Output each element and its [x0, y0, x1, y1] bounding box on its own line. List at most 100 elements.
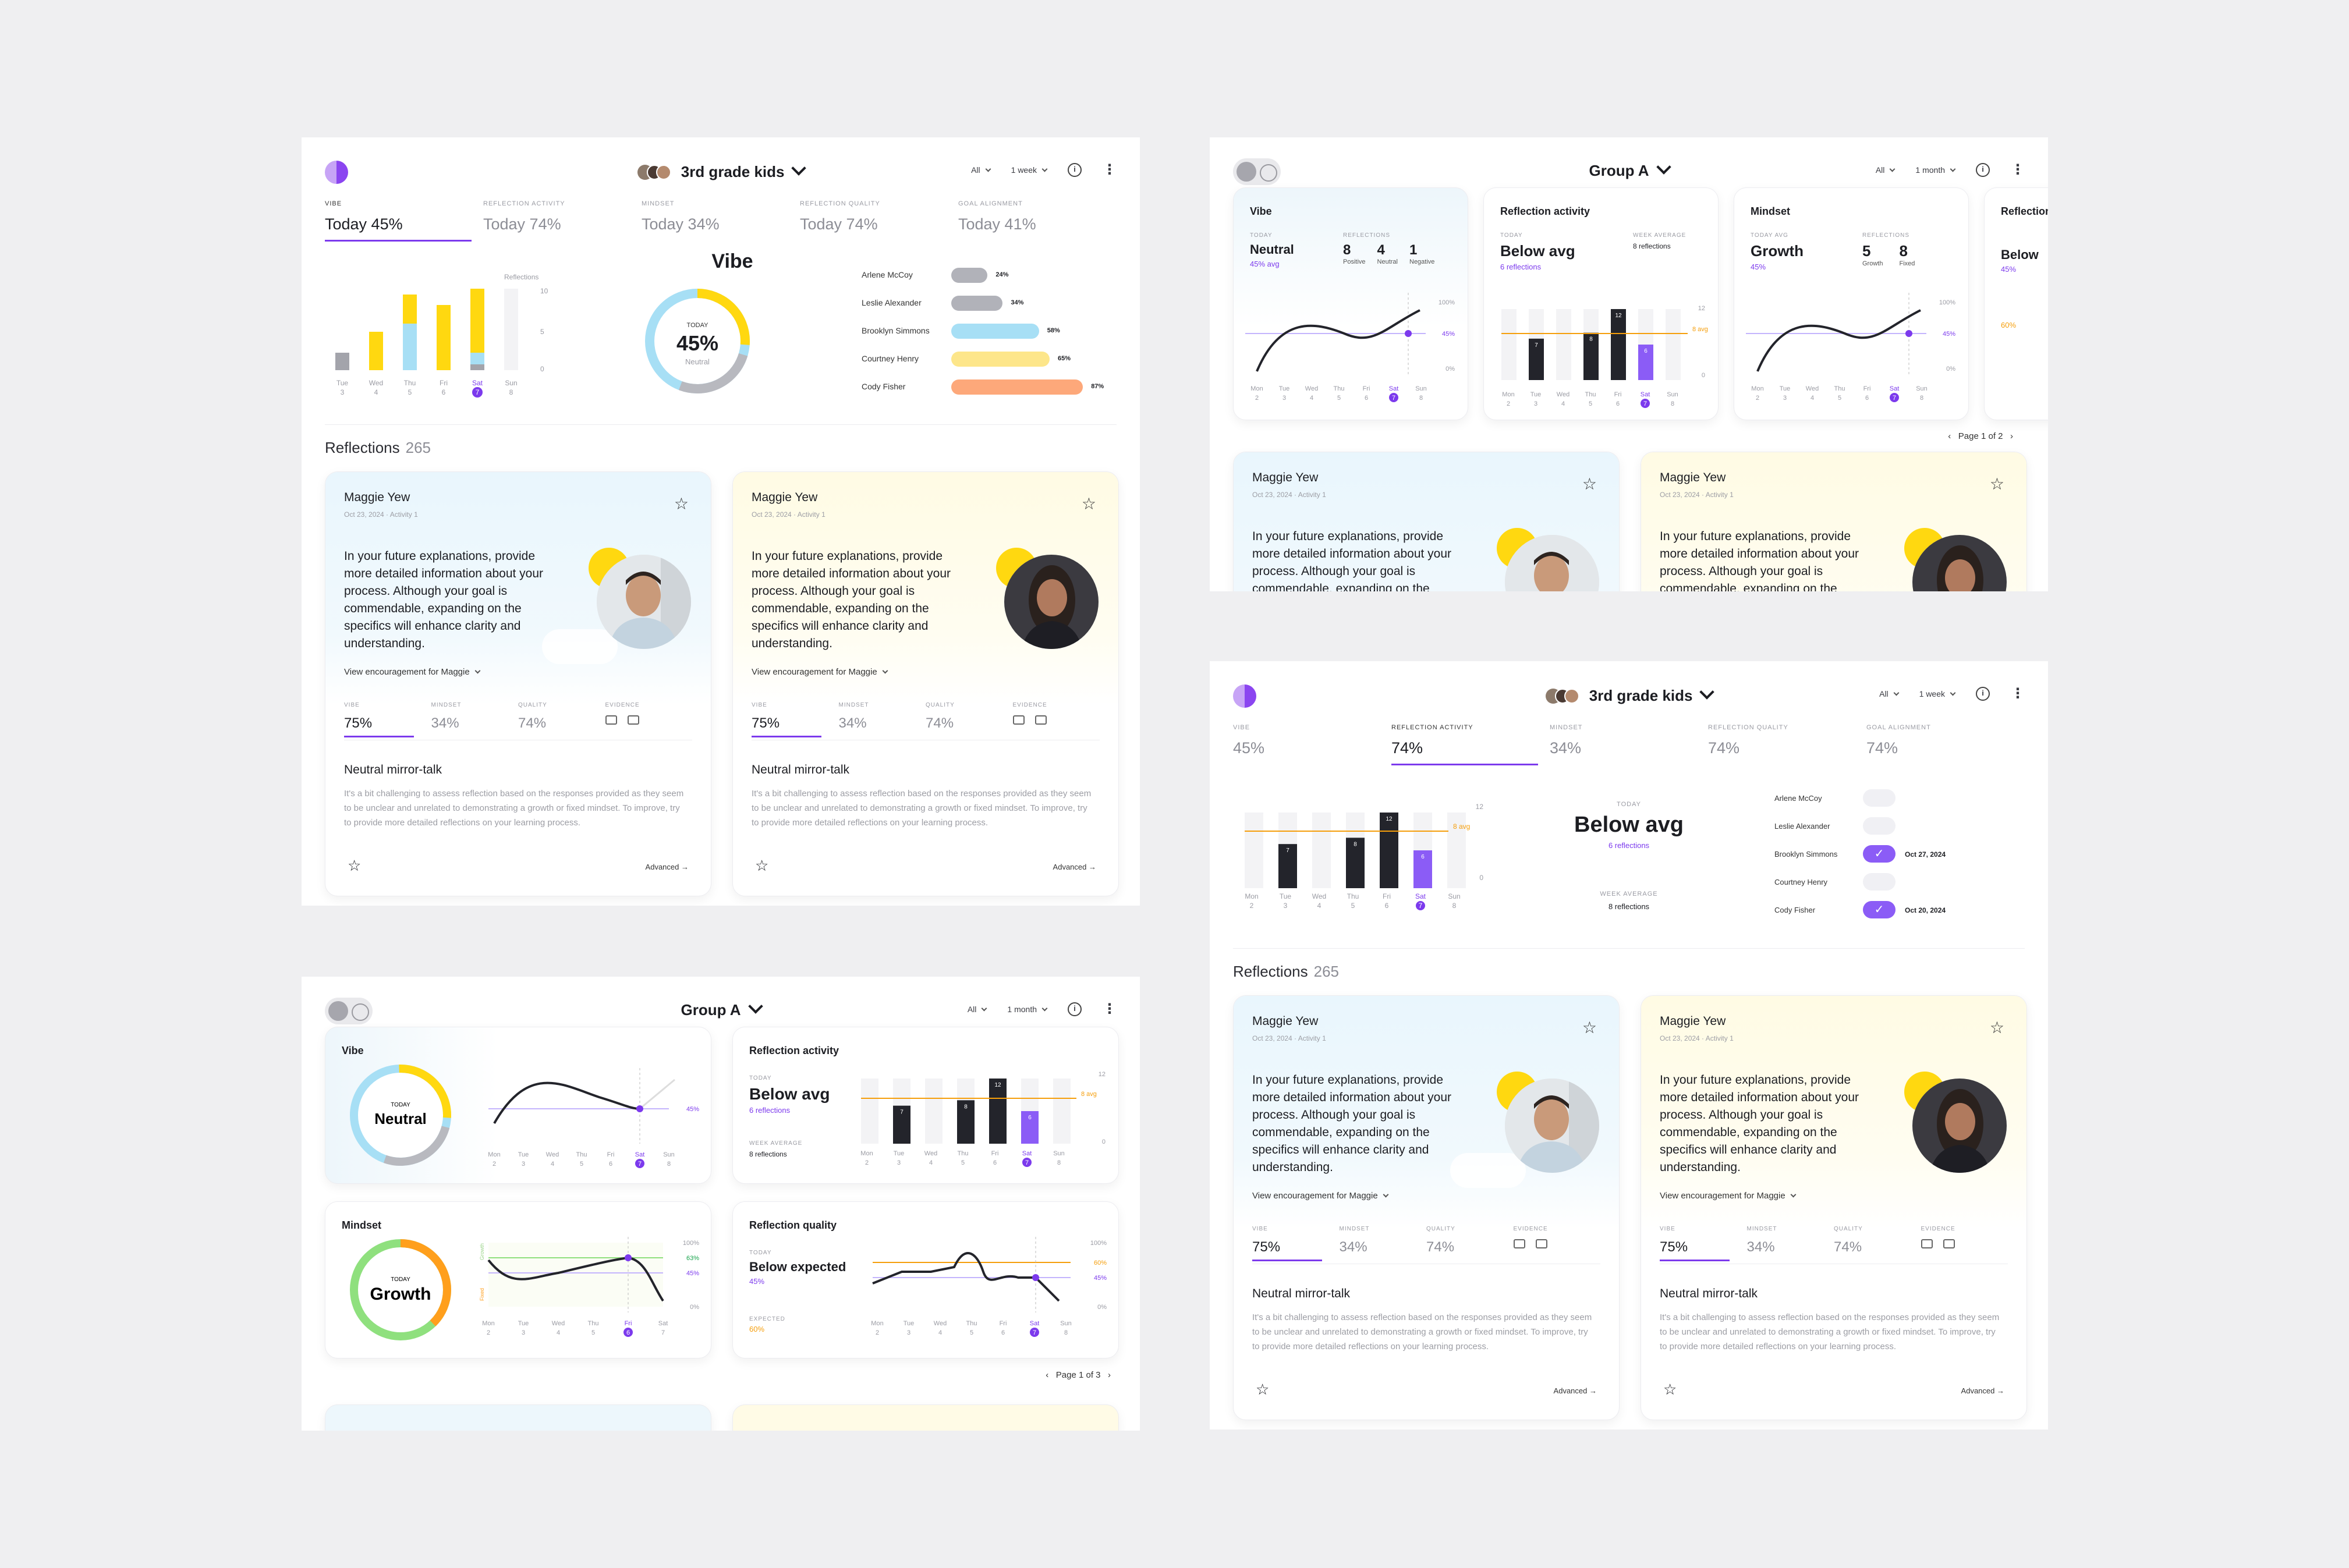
- reflection-card[interactable]: Maggie Yew Oct 23, 2024 · Activity 1 ☆ I…: [325, 471, 711, 896]
- tab-mindset[interactable]: MINDSET 34%: [1550, 724, 1583, 757]
- period-dropdown[interactable]: 1 month: [1915, 165, 1956, 175]
- period-dropdown[interactable]: 1 week: [1919, 689, 1956, 698]
- star-icon[interactable]: ☆: [1256, 1381, 1270, 1398]
- day-num: 2: [487, 1329, 490, 1336]
- advanced-link[interactable]: Advanced →: [1961, 1386, 2004, 1395]
- student-check-row[interactable]: Leslie Alexander: [1774, 817, 2019, 845]
- vibe-card[interactable]: Vibe TODAY Neutral 45% Mon 2 Tue 3 Wed 4 Thu 5 F…: [325, 1027, 711, 1184]
- more-menu-icon[interactable]: ⋮: [1103, 1001, 1117, 1017]
- reflection-quality-card[interactable]: Reflection quality TODAY Below expected 45…: [732, 1201, 1119, 1358]
- student-check-row[interactable]: Cody Fisher ✓ Oct 20, 2024: [1774, 901, 2019, 929]
- view-encouragement-link[interactable]: View encouragement for Maggie: [344, 667, 481, 677]
- more-menu-icon[interactable]: ⋮: [2011, 162, 2025, 178]
- more-menu-icon[interactable]: ⋮: [2011, 686, 2025, 701]
- reflection-card[interactable]: Maggie Yew Oct 23, 2024 · Activity 1 ☆ I…: [1233, 452, 1620, 591]
- tab-vibe[interactable]: VIBE 45%: [1233, 724, 1265, 757]
- checkbox[interactable]: [1863, 817, 1896, 835]
- filter-all-dropdown[interactable]: All: [1876, 165, 1896, 175]
- film-icon[interactable]: [1513, 1239, 1525, 1248]
- student-row[interactable]: Cody Fisher 87%: [862, 378, 1118, 406]
- mindset-card[interactable]: Mindset TODAY AVG Growth 45% REFLECTIONS 5…: [1734, 187, 1969, 420]
- group-selector[interactable]: Group A: [325, 999, 1117, 1019]
- group-selector[interactable]: Group A: [1233, 159, 2025, 180]
- day-label: Sat: [1641, 391, 1650, 398]
- mindset-trend-line: 100% 45% 0% Mon 2 Tue 3 Wed 4 Thu 5 Fri 6 Sat 7 Sun 8: [1746, 293, 1955, 402]
- star-icon[interactable]: ☆: [1663, 1381, 1677, 1398]
- star-icon[interactable]: ☆: [674, 495, 689, 513]
- advanced-link[interactable]: Advanced →: [645, 863, 689, 871]
- student-check-row[interactable]: Arlene McCoy: [1774, 789, 2019, 817]
- info-icon[interactable]: [1068, 1002, 1082, 1016]
- filter-all-dropdown[interactable]: All: [971, 165, 991, 175]
- pager[interactable]: ‹ Page 1 of 3 ›: [1046, 1370, 1111, 1380]
- star-icon[interactable]: ☆: [755, 857, 769, 874]
- tab-mindset[interactable]: MINDSET Today 34%: [642, 200, 720, 233]
- day-label: Fri: [1614, 391, 1622, 398]
- film-icon[interactable]: [605, 715, 617, 725]
- filter-all-dropdown[interactable]: All: [968, 1005, 987, 1014]
- star-icon[interactable]: ☆: [1081, 495, 1096, 513]
- view-toggle[interactable]: [325, 998, 373, 1024]
- filter-all-dropdown[interactable]: All: [1879, 689, 1900, 698]
- svg-text:8 avg: 8 avg: [1692, 326, 1708, 333]
- check-icon[interactable]: ✓: [1863, 901, 1896, 918]
- student-row[interactable]: Brooklyn Simmons 58%: [862, 322, 1118, 350]
- info-icon[interactable]: [1976, 163, 1990, 177]
- advanced-link[interactable]: Advanced →: [1053, 863, 1096, 871]
- tab-reflection-activity[interactable]: REFLECTION ACTIVITY Today 74%: [483, 200, 565, 233]
- star-icon[interactable]: ☆: [1989, 1019, 2004, 1037]
- bar-track: [1556, 309, 1571, 380]
- student-row[interactable]: Leslie Alexander 34%: [862, 295, 1118, 322]
- reflection-card[interactable]: [732, 1404, 1119, 1431]
- reflection-card[interactable]: Maggie Yew Oct 23, 2024 · Activity 1 ☆ I…: [1233, 995, 1620, 1420]
- student-row[interactable]: Courtney Henry 65%: [862, 350, 1118, 378]
- screen-icon[interactable]: [1535, 1239, 1547, 1248]
- view-encouragement-link[interactable]: View encouragement for Maggie: [1252, 1191, 1389, 1201]
- tab-reflection-quality[interactable]: REFLECTION QUALITY 74%: [1708, 724, 1788, 757]
- period-dropdown[interactable]: 1 week: [1011, 165, 1048, 175]
- info-icon[interactable]: [1068, 163, 1082, 177]
- student-check-row[interactable]: Brooklyn Simmons ✓ Oct 27, 2024: [1774, 845, 2019, 873]
- reflection-card[interactable]: Maggie Yew Oct 23, 2024 · Activity 1 ☆ I…: [1641, 995, 2027, 1420]
- star-icon[interactable]: ☆: [1582, 475, 1597, 493]
- info-icon[interactable]: [1976, 687, 1990, 701]
- view-encouragement-link[interactable]: View encouragement for Maggie: [1660, 1191, 1797, 1201]
- class-selector[interactable]: 3rd grade kids: [325, 161, 1117, 181]
- svg-text:45%: 45%: [1943, 331, 1955, 338]
- reflection-card[interactable]: Maggie Yew Oct 23, 2024 · Activity 1 ☆ I…: [1641, 452, 2027, 591]
- pager[interactable]: ‹ Page 1 of 2 ›: [1948, 431, 2013, 441]
- view-encouragement-link[interactable]: View encouragement for Maggie: [752, 667, 888, 677]
- check-icon[interactable]: ✓: [1863, 845, 1896, 863]
- screen-icon[interactable]: [1034, 715, 1047, 725]
- advanced-link[interactable]: Advanced →: [1553, 1386, 1597, 1395]
- reflection-activity-card[interactable]: Reflection activity TODAY Below avg 6 refl…: [1483, 187, 1719, 420]
- tab-vibe[interactable]: VIBE Today 45%: [325, 200, 483, 242]
- view-toggle[interactable]: [1233, 158, 1281, 185]
- student-row[interactable]: Arlene McCoy 24%: [862, 267, 1118, 295]
- reflection-card[interactable]: [325, 1404, 711, 1431]
- checkbox[interactable]: [1863, 789, 1896, 807]
- tab-goal-alignment[interactable]: GOAL ALIGNMENT Today 41%: [958, 200, 1036, 233]
- screen-icon[interactable]: [627, 715, 639, 725]
- reflection-activity-card[interactable]: Reflection activity TODAY Below avg 6 refl…: [732, 1027, 1119, 1184]
- star-icon[interactable]: ☆: [1582, 1019, 1597, 1037]
- star-icon[interactable]: ☆: [1989, 475, 2004, 493]
- checkbox[interactable]: [1863, 873, 1896, 891]
- svg-text:0: 0: [1102, 1138, 1106, 1145]
- tab-goal-alignment[interactable]: GOAL ALIGNMENT 74%: [1866, 724, 1931, 757]
- class-selector[interactable]: 3rd grade kids: [1233, 684, 2025, 705]
- more-menu-icon[interactable]: ⋮: [1103, 162, 1117, 178]
- screen-icon[interactable]: [1943, 1239, 1955, 1248]
- reflection-card[interactable]: Maggie Yew Oct 23, 2024 · Activity 1 ☆ I…: [732, 471, 1119, 896]
- vibe-card[interactable]: Vibe TODAY Neutral 45% avg REFLECTIONS 8 Po…: [1233, 187, 1468, 420]
- film-icon[interactable]: [1921, 1239, 1933, 1248]
- svg-text:12: 12: [1698, 305, 1705, 312]
- mindset-card[interactable]: Mindset TODAY Growth Growth Fixed 100% 6…: [325, 1201, 711, 1358]
- student-check-row[interactable]: Courtney Henry: [1774, 873, 2019, 901]
- film-icon[interactable]: [1012, 715, 1025, 725]
- tab-reflection-activity[interactable]: REFLECTION ACTIVITY 74%: [1391, 724, 1550, 765]
- star-icon[interactable]: ☆: [348, 857, 362, 874]
- tab-reflection-quality[interactable]: REFLECTION QUALITY Today 74%: [800, 200, 880, 233]
- period-dropdown[interactable]: 1 month: [1007, 1005, 1048, 1014]
